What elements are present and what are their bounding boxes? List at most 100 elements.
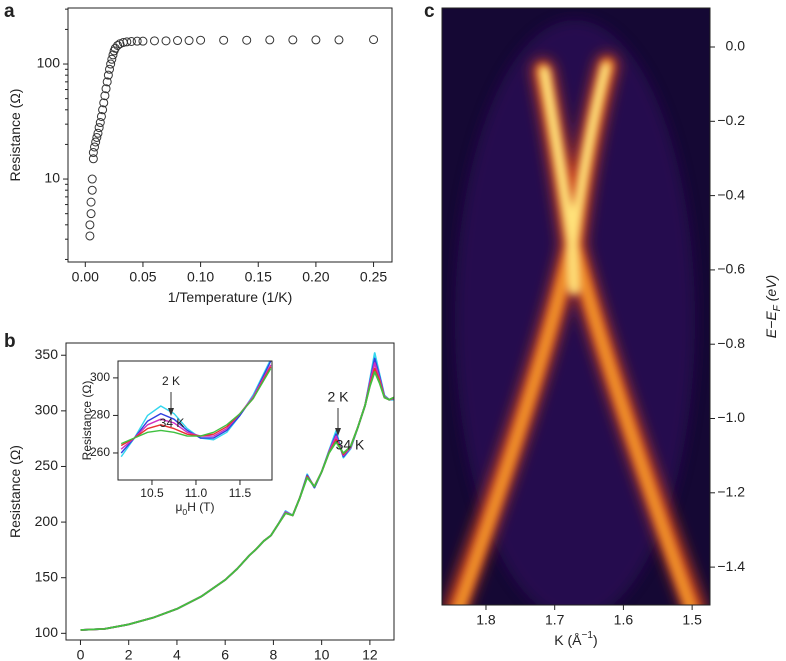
x-tick-label: 0.20 [302,269,329,285]
y-tick-label: −0.8 [717,335,745,351]
y-tick-label: 100 [35,624,59,640]
data-point [132,36,142,46]
x-tick-label: 11.0 [185,486,208,500]
data-layer [80,352,394,631]
axis-label-part: μ [175,500,182,514]
axis-label-part: H (T) [187,500,214,514]
data-point [107,54,117,64]
data-point [149,36,159,46]
plot-area [118,361,272,480]
axis-label-part: (eV) [763,275,779,305]
x-tick-label: 0.25 [360,269,387,285]
axis-label: 1/Temperature (1/K) [168,289,293,305]
data-point [85,220,95,230]
axis-label: Resistance (Ω) [7,89,23,182]
data-point [265,35,275,45]
x-tick-label: 0.00 [72,269,99,285]
data-point [334,35,344,45]
data-point [91,137,101,147]
plot: 1.8 1.7 1.6 1.5 0.0 −0.2 −0.4 −0.6 −0.8 −1.0 −1.2 −… [441,7,783,648]
x-tick-label: 4 [173,647,181,661]
data-point [108,50,118,60]
y-tick-label: 350 [35,346,59,362]
y-tick-label: −1.4 [717,558,745,574]
y-tick-label: 250 [35,457,59,473]
x-tick-label: 0 [77,647,85,661]
annotation-arrow [168,408,174,416]
axis-label-part: F [772,304,783,311]
y-tick-label: −0.6 [717,261,745,277]
data-point [126,36,136,46]
axis-label: μ0H (T) [175,500,214,517]
y-tick-label: −0.2 [717,112,745,128]
data-point [196,35,206,45]
y-tick-label: −1.0 [717,409,745,425]
x-tick-label: 1.6 [614,612,634,628]
data-point [90,142,100,152]
x-tick-label: 0.15 [245,269,272,285]
x-tick-label: 1.7 [545,612,565,628]
data-point [88,154,98,164]
x-tick-label: 10 [314,647,330,661]
y-tick-label: 200 [35,513,59,529]
axis-label-part: E−E [763,311,779,339]
x-tick-label: 0.10 [187,269,214,285]
data-point [113,40,123,50]
x-tick-label: 2 [125,647,133,661]
panel-label: a [4,1,15,22]
x-tick-label: 10.5 [140,486,164,500]
data-point [100,91,110,101]
panel-label: b [4,331,16,352]
annotation: 34 K [160,416,185,430]
x-tick-label: 8 [270,647,278,661]
axis-label-part: Resistance (Ω) [7,89,23,182]
data-point [86,209,96,219]
data-point [85,231,95,241]
y-tick-label: 260 [90,445,110,459]
annotation: 2 K [327,389,349,405]
y-tick-label: 300 [90,370,110,384]
data-point [87,174,97,184]
data-point [96,111,106,121]
y-tick-label: 100 [37,55,61,71]
y-tick-label: −1.2 [717,484,745,500]
axis-label-part: 1/Temperature (1/K) [168,289,293,305]
plot-frame [117,360,273,481]
annotation-arrow [335,428,341,436]
axis-label: E−EF (eV) [763,275,783,338]
y-tick-label: 280 [90,408,110,422]
axis-label-part: K (Å [554,632,582,648]
axis-label-part: Resistance (Ω) [80,381,94,461]
x-tick-label: 1.8 [476,612,496,628]
plot: 10.5 11.0 11.5 260 280 300 μ0H (T) Resistance (… [80,360,273,517]
data-point [106,59,116,69]
data-point [242,35,252,45]
y-tick-label: −0.4 [717,186,745,202]
data-point [95,118,105,128]
data-point [88,148,98,158]
data-point [87,185,97,195]
x-tick-label: 0.05 [129,269,156,285]
axis-label: Resistance (Ω) [80,381,94,461]
data-point [161,36,171,46]
data-point [219,35,229,45]
plot: 0.00 0.05 0.10 0.15 0.20 0.25 10 100 1/Temperatu… [7,7,393,305]
data-point [122,37,132,47]
arpes-image [442,8,710,605]
data-point [110,43,120,53]
data-point [288,35,298,45]
series-line [120,368,272,445]
y-tick-label: 300 [35,402,59,418]
x-tick-label: 6 [221,647,229,661]
y-tick-label: 10 [44,170,60,186]
data-point [86,197,96,207]
annotation: 34 K [336,437,365,453]
plot-frame [441,7,711,606]
y-tick-label: 150 [35,568,59,584]
data-point [103,70,113,80]
series-line [80,371,394,631]
data-point [99,98,109,108]
y-tick-label: 0.0 [726,38,746,54]
data-point [184,36,194,46]
